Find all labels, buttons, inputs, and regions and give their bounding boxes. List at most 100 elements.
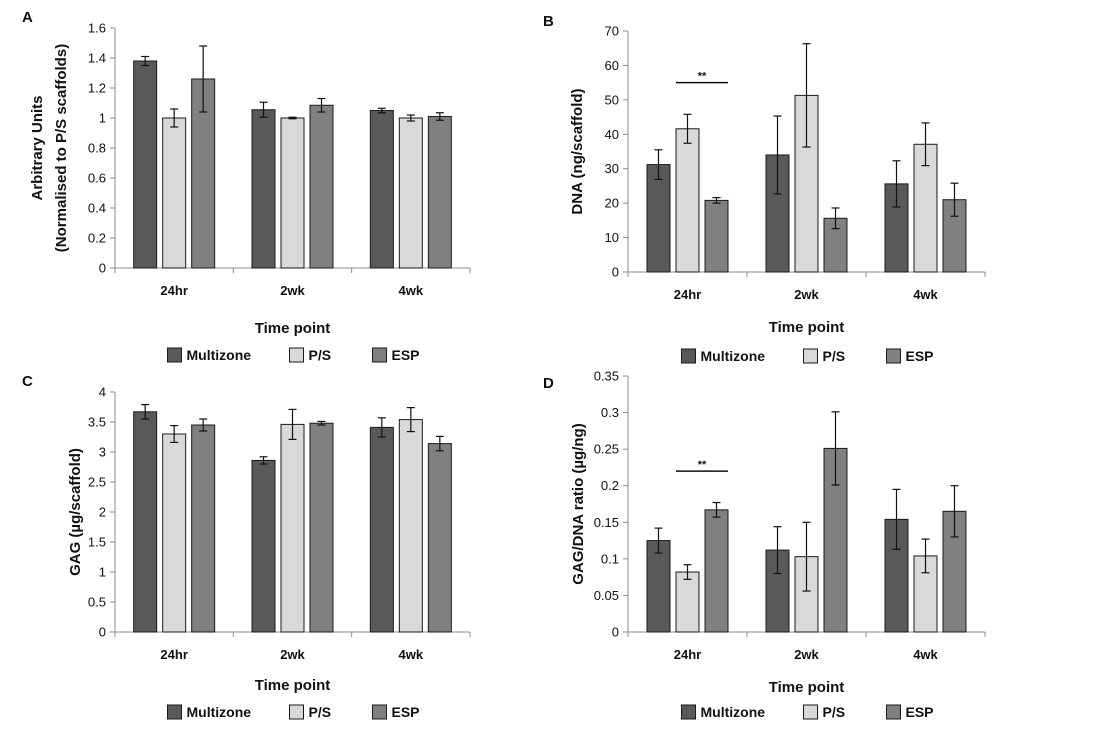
bar-multizone xyxy=(133,60,158,269)
y-tick-label: 1 xyxy=(99,111,106,126)
bar-esp xyxy=(309,422,334,633)
bar-esp xyxy=(704,199,729,273)
legend-swatch xyxy=(886,704,901,720)
y-tick-label: 20 xyxy=(605,196,619,211)
x-axis-title: Time point xyxy=(769,319,845,336)
y-tick-label: 0.6 xyxy=(88,171,106,186)
y-axis-title: DNA (ng/scaffold) xyxy=(569,88,586,214)
chart-panel-a: A 0 0.2 0.4 0.6 0.8 1 1.2 1.4 1.6 24hr 2wk 4wk Time p… xyxy=(22,9,471,363)
x-category-label: 2wk xyxy=(280,647,305,662)
y-tick-label: 40 xyxy=(605,127,619,142)
y-tick-label: 1 xyxy=(99,565,106,580)
x-category-label: 2wk xyxy=(794,647,819,662)
bar-multizone xyxy=(646,164,671,273)
bar-esp xyxy=(427,443,452,633)
panel-letter: B xyxy=(543,13,554,30)
bar-esp xyxy=(191,424,216,633)
legend: Multizone P/S ESP xyxy=(167,704,420,720)
legend-swatch xyxy=(372,347,387,363)
y-tick-label: 4 xyxy=(99,385,106,400)
legend-label: ESP xyxy=(906,704,934,720)
legend-swatch xyxy=(289,704,304,720)
y-tick-label: 0 xyxy=(99,625,106,640)
x-axis-title: Time point xyxy=(769,679,845,696)
significance-label: ** xyxy=(698,459,707,471)
x-category-label: 4wk xyxy=(913,647,938,662)
legend-label: P/S xyxy=(309,704,332,720)
bar-esp xyxy=(427,116,452,269)
x-category-label: 24hr xyxy=(674,287,701,302)
bar-p-s xyxy=(398,419,423,633)
y-axis-title: GAG (µg/scaffold) xyxy=(67,448,84,576)
chart-panel-c: C 0 0.5 1 1.5 2 2.5 3 3.5 4 24hr 2wk 4wk Time point GA… xyxy=(22,373,471,720)
chart-panel-d: D 0 0.05 0.1 0.15 0.2 0.25 0.3 0.35 24hr 2wk 4wk ** T… xyxy=(543,369,986,720)
y-axis-title: (Normalised to P/S scaffolds) xyxy=(53,44,70,252)
y-tick-label: 1.4 xyxy=(88,51,106,66)
y-tick-label: 0 xyxy=(612,265,619,280)
legend-label: P/S xyxy=(823,704,846,720)
bar-multizone xyxy=(369,110,394,269)
bar-esp xyxy=(704,509,729,633)
y-tick-label: 30 xyxy=(605,161,619,176)
y-tick-label: 0.5 xyxy=(88,595,106,610)
y-tick-label: 0 xyxy=(99,261,106,276)
legend: Multizone P/S ESP xyxy=(681,348,934,364)
legend-swatch xyxy=(372,704,387,720)
legend-swatch xyxy=(167,347,182,363)
y-tick-label: 0.8 xyxy=(88,141,106,156)
legend-label: Multizone xyxy=(701,704,766,720)
legend: Multizone P/S ESP xyxy=(681,704,934,720)
x-category-label: 4wk xyxy=(399,647,424,662)
legend-swatch xyxy=(167,704,182,720)
y-tick-label: 60 xyxy=(605,58,619,73)
legend-label: Multizone xyxy=(701,348,766,364)
y-tick-label: 0.4 xyxy=(88,201,106,216)
legend-label: ESP xyxy=(392,704,420,720)
x-category-label: 4wk xyxy=(913,287,938,302)
y-tick-label: 1.2 xyxy=(88,81,106,96)
x-axis-title: Time point xyxy=(255,320,331,337)
y-tick-label: 2 xyxy=(99,505,106,520)
bar-multizone xyxy=(251,109,276,269)
y-tick-label: 10 xyxy=(605,230,619,245)
legend-swatch xyxy=(681,704,696,720)
significance-label: ** xyxy=(698,71,707,83)
x-axis-title: Time point xyxy=(255,677,331,694)
panel-letter: A xyxy=(22,9,33,26)
bar-p-s xyxy=(162,117,187,269)
y-tick-label: 0.05 xyxy=(594,588,619,603)
bar-p-s xyxy=(398,117,423,269)
chart-panel-b: B 0 10 20 30 40 50 60 70 24hr 2wk 4wk ** Time point DN… xyxy=(543,13,986,364)
y-tick-label: 0.2 xyxy=(601,478,619,493)
bar-multizone xyxy=(251,459,276,633)
y-tick-label: 0.3 xyxy=(601,405,619,420)
bar-esp xyxy=(309,104,334,269)
x-category-label: 24hr xyxy=(674,647,701,662)
y-tick-label: 70 xyxy=(605,24,619,39)
y-tick-label: 0 xyxy=(612,625,619,640)
y-tick-label: 3.5 xyxy=(88,415,106,430)
bar-p-s xyxy=(675,128,700,273)
y-tick-label: 0.25 xyxy=(594,442,619,457)
y-tick-label: 0.2 xyxy=(88,231,106,246)
x-category-label: 24hr xyxy=(160,283,187,298)
y-tick-label: 1.6 xyxy=(88,21,106,36)
y-axis-title: GAG/DNA ratio (µg/ng) xyxy=(570,423,587,584)
bar-p-s xyxy=(675,571,700,633)
bar-p-s xyxy=(162,433,187,633)
legend-swatch xyxy=(886,348,901,364)
y-tick-label: 3 xyxy=(99,445,106,460)
bar-multizone xyxy=(646,540,671,633)
legend-label: ESP xyxy=(392,347,420,363)
legend-label: Multizone xyxy=(187,704,252,720)
y-axis-title: Arbitrary Units xyxy=(29,95,46,200)
y-tick-label: 0.35 xyxy=(594,369,619,384)
legend-label: P/S xyxy=(309,347,332,363)
bar-p-s xyxy=(280,117,305,269)
x-category-label: 4wk xyxy=(399,283,424,298)
y-tick-label: 2.5 xyxy=(88,475,106,490)
legend: Multizone P/S ESP xyxy=(167,347,420,363)
x-category-label: 24hr xyxy=(160,647,187,662)
bar-multizone xyxy=(369,426,394,633)
